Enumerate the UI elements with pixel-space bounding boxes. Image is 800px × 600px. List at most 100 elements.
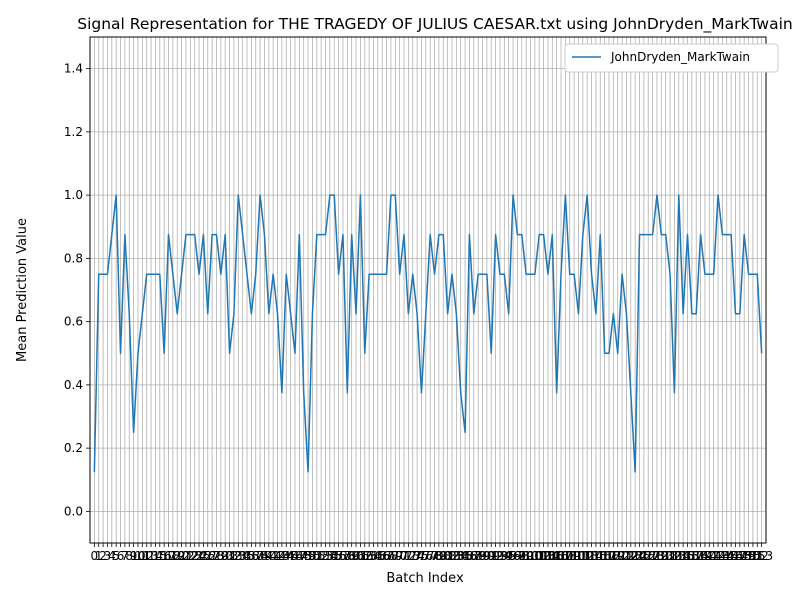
x-tick-label: 112	[571, 549, 594, 563]
x-tick-label: 12	[139, 549, 154, 563]
x-tick-label: 9	[130, 549, 138, 563]
x-tick-label: 78	[427, 549, 442, 563]
x-tick-label: 91	[484, 549, 499, 563]
x-tick-label: 93	[492, 549, 507, 563]
x-tick-label: 123	[619, 549, 642, 563]
x-tick-label: 84	[453, 549, 468, 563]
x-tick-label: 105	[541, 549, 564, 563]
x-tick-label: 11	[135, 549, 150, 563]
x-tick-label: 27	[204, 549, 219, 563]
x-tick-label: 7	[121, 549, 129, 563]
x-axis-label: Batch Index	[386, 571, 464, 586]
x-tick-label: 119	[602, 549, 625, 563]
x-tick-label: 133	[663, 549, 686, 563]
x-tick-label: 83	[449, 549, 464, 563]
x-tick-label: 31	[222, 549, 237, 563]
x-tick-label: 116	[589, 549, 612, 563]
x-tick-label: 55	[327, 549, 342, 563]
x-tick-label: 56	[331, 549, 346, 563]
y-tick-label: 1.0	[64, 188, 83, 202]
x-tick-label: 59	[344, 549, 359, 563]
x-tick-label: 47	[292, 549, 307, 563]
x-tick-label: 127	[637, 549, 660, 563]
x-tick-label: 16	[157, 549, 172, 563]
x-tick-label: 150	[737, 549, 760, 563]
x-tick-label: 129	[646, 549, 669, 563]
x-tick-label: 2	[99, 549, 107, 563]
x-tick-label: 142	[702, 549, 725, 563]
y-tick-label: 0.2	[64, 441, 83, 455]
x-tick-label: 53	[318, 549, 333, 563]
x-tick-label: 3	[104, 549, 112, 563]
x-tick-label: 106	[545, 549, 568, 563]
x-tick-label: 44	[279, 549, 294, 563]
chart-title: Signal Representation for THE TRAGEDY OF…	[77, 15, 792, 34]
series-line	[93, 194, 763, 473]
x-tick-label: 52	[314, 549, 329, 563]
x-tick-label: 18	[165, 549, 180, 563]
x-tick-label: 13	[143, 549, 158, 563]
x-tick-label: 4	[108, 549, 116, 563]
x-tick-label: 143	[707, 549, 730, 563]
x-tick-label: 128	[641, 549, 664, 563]
x-tick-label: 66	[375, 549, 390, 563]
x-tick-label: 101	[523, 549, 546, 563]
x-tick-label: 49	[300, 549, 315, 563]
x-tick-label: 46	[287, 549, 302, 563]
x-tick-label: 15	[152, 549, 167, 563]
x-tick-label: 39	[257, 549, 272, 563]
x-tick-label: 40	[261, 549, 276, 563]
y-axis-label: Mean Prediction Value	[15, 218, 30, 362]
x-tick-label: 108	[554, 549, 577, 563]
x-tick-label: 125	[628, 549, 651, 563]
y-tick-label: 0.6	[64, 315, 83, 329]
x-tick-label: 72	[401, 549, 416, 563]
x-tick-label: 50	[305, 549, 320, 563]
x-tick-label: 43	[274, 549, 289, 563]
x-tick-label: 1	[95, 549, 103, 563]
x-tick-label: 22	[183, 549, 198, 563]
x-tick-label: 134	[667, 549, 690, 563]
x-tick-label: 58	[340, 549, 355, 563]
x-tick-label: 38	[252, 549, 267, 563]
x-tick-label: 121	[611, 549, 634, 563]
x-tick-label: 102	[528, 549, 551, 563]
x-tick-label: 146	[720, 549, 743, 563]
x-tick-label: 36	[244, 549, 259, 563]
x-tick-label: 115	[584, 549, 607, 563]
x-tick-label: 88	[471, 549, 486, 563]
x-tick-label: 74	[409, 549, 424, 563]
x-tick-label: 8	[125, 549, 133, 563]
x-tick-label: 73	[405, 549, 420, 563]
x-tick-label: 62	[357, 549, 372, 563]
x-tick-label: 98	[514, 549, 529, 563]
x-tick-label: 97	[510, 549, 525, 563]
x-axis-ticks: 0123456789101112131415161718192021222324…	[91, 543, 773, 563]
x-tick-label: 122	[615, 549, 638, 563]
x-tick-label: 5	[112, 549, 120, 563]
x-tick-label: 148	[728, 549, 751, 563]
x-tick-label: 48	[296, 549, 311, 563]
x-tick-label: 42	[270, 549, 285, 563]
x-tick-label: 26	[200, 549, 215, 563]
legend-box	[564, 43, 779, 73]
x-tick-label: 137	[680, 549, 703, 563]
x-tick-label: 151	[741, 549, 764, 563]
x-tick-label: 141	[698, 549, 721, 563]
x-tick-label: 103	[532, 549, 555, 563]
x-tick-label: 70	[392, 549, 407, 563]
x-tick-label: 96	[505, 549, 520, 563]
x-tick-label: 25	[196, 549, 211, 563]
x-tick-label: 60	[348, 549, 363, 563]
x-tick-label: 32	[226, 549, 241, 563]
x-tick-label: 110	[563, 549, 586, 563]
x-tick-label: 95	[501, 549, 516, 563]
x-tick-label: 29	[213, 549, 228, 563]
x-tick-label: 63	[361, 549, 376, 563]
x-tick-label: 34	[235, 549, 250, 563]
x-tick-label: 139	[689, 549, 712, 563]
x-tick-label: 82	[444, 549, 459, 563]
x-tick-label: 20	[174, 549, 189, 563]
x-tick-label: 23	[187, 549, 202, 563]
